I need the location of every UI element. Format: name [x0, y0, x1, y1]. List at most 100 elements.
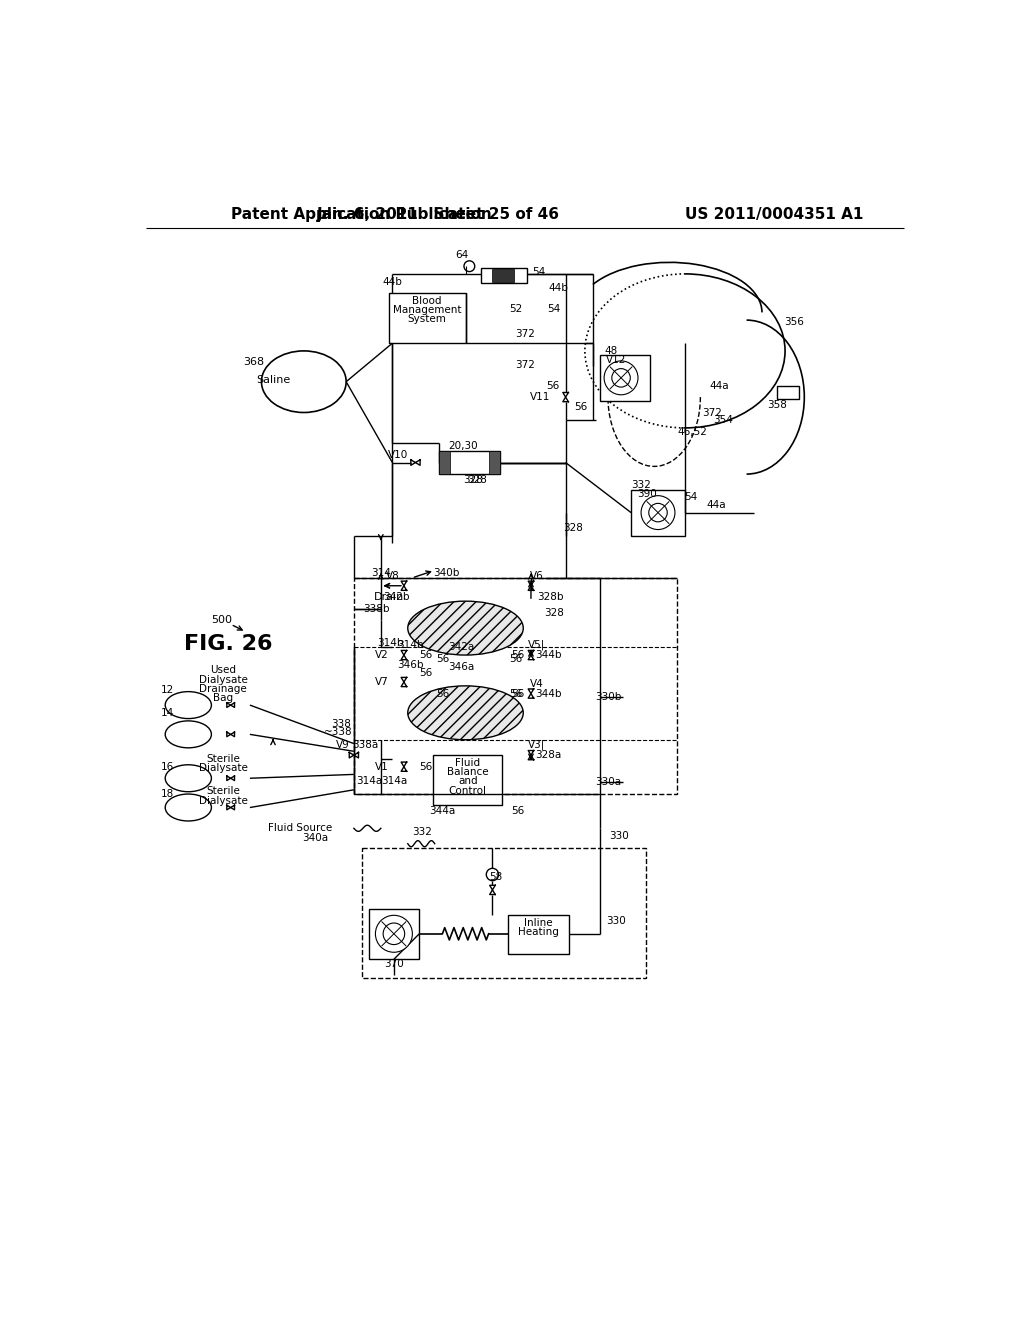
Text: V12: V12	[605, 355, 626, 366]
Text: 46,52: 46,52	[678, 426, 708, 437]
Text: 56: 56	[419, 668, 432, 677]
Text: 346b: 346b	[397, 660, 423, 671]
Text: 372: 372	[516, 360, 536, 370]
Text: Control: Control	[449, 785, 486, 796]
Text: 56: 56	[511, 689, 524, 698]
Ellipse shape	[165, 795, 211, 821]
Text: 20,30: 20,30	[449, 441, 478, 450]
Text: Heating: Heating	[518, 927, 559, 937]
Bar	[370, 909, 419, 960]
Bar	[631, 490, 685, 536]
Ellipse shape	[165, 692, 211, 718]
Text: Dialysate: Dialysate	[199, 675, 248, 685]
Text: 328: 328	[544, 607, 564, 618]
Bar	[493, 268, 514, 281]
Circle shape	[611, 368, 631, 387]
Text: 342a: 342a	[449, 643, 475, 652]
Text: 314b: 314b	[378, 639, 403, 648]
Text: 372: 372	[702, 408, 722, 417]
Text: 338b: 338b	[364, 603, 389, 614]
Text: 368: 368	[243, 358, 264, 367]
Text: Sterile: Sterile	[206, 754, 240, 764]
Bar	[600, 355, 650, 401]
Text: 338: 338	[331, 719, 350, 730]
Bar	[388, 293, 466, 343]
Text: Drainage: Drainage	[199, 684, 247, 694]
Text: 58: 58	[489, 871, 503, 882]
Text: 314a: 314a	[356, 776, 382, 785]
Text: 314b: 314b	[397, 640, 423, 649]
Text: 18: 18	[161, 788, 174, 799]
Text: 354: 354	[714, 416, 733, 425]
Text: 344b: 344b	[536, 649, 562, 660]
Text: Fluid Source: Fluid Source	[268, 824, 332, 833]
Ellipse shape	[408, 601, 523, 655]
Text: 44b: 44b	[548, 282, 568, 293]
Text: Balance: Balance	[447, 767, 488, 777]
Text: 56: 56	[436, 653, 450, 664]
Text: 340b: 340b	[433, 568, 460, 578]
Text: 314a: 314a	[382, 776, 408, 785]
Text: V2: V2	[375, 649, 388, 660]
Text: Patent Application Publication: Patent Application Publication	[230, 207, 492, 222]
Bar	[354, 578, 677, 793]
Text: 330a: 330a	[595, 777, 621, 787]
Text: 358: 358	[767, 400, 787, 409]
Text: 54: 54	[532, 268, 546, 277]
Text: V6: V6	[529, 570, 543, 581]
Text: 56: 56	[511, 807, 524, 816]
Text: V4: V4	[529, 678, 543, 689]
Text: ~338: ~338	[325, 727, 353, 737]
Text: 330: 330	[609, 832, 630, 841]
Circle shape	[641, 495, 675, 529]
Text: V5|: V5|	[527, 640, 545, 651]
Text: 328: 328	[463, 475, 483, 486]
Text: Fluid: Fluid	[456, 758, 480, 768]
Text: 56: 56	[419, 649, 432, 660]
Text: Management: Management	[393, 305, 461, 315]
Text: US 2011/0004351 A1: US 2011/0004351 A1	[685, 207, 863, 222]
Text: 44b: 44b	[382, 277, 402, 286]
Text: 328b: 328b	[537, 593, 563, 602]
Text: V10: V10	[388, 450, 409, 459]
Circle shape	[464, 261, 475, 272]
Text: 56: 56	[436, 689, 450, 698]
Bar	[361, 847, 646, 978]
Ellipse shape	[165, 721, 211, 748]
Text: 330b: 330b	[595, 693, 622, 702]
Bar	[433, 755, 503, 805]
Text: Dialysate: Dialysate	[199, 796, 248, 805]
Text: 338a: 338a	[352, 741, 379, 750]
Text: 44a: 44a	[706, 500, 726, 510]
Text: 54: 54	[684, 492, 697, 502]
Bar	[508, 915, 569, 954]
Text: 56: 56	[511, 649, 524, 660]
Text: V1: V1	[375, 762, 388, 772]
Circle shape	[383, 923, 404, 945]
Text: and: and	[458, 776, 477, 787]
Text: 344b: 344b	[536, 689, 562, 698]
Text: V9: V9	[336, 741, 349, 750]
Text: 328: 328	[563, 523, 584, 533]
Text: V8: V8	[385, 570, 399, 581]
Text: 340a: 340a	[302, 833, 329, 842]
Text: 64: 64	[455, 251, 468, 260]
Text: Jan. 6, 2011   Sheet 25 of 46: Jan. 6, 2011 Sheet 25 of 46	[317, 207, 560, 222]
Text: 52: 52	[509, 305, 522, 314]
Text: 48: 48	[604, 346, 617, 356]
Text: 330: 330	[606, 916, 626, 925]
Circle shape	[486, 869, 499, 880]
Text: 346a: 346a	[449, 661, 475, 672]
Ellipse shape	[165, 764, 211, 792]
Text: V11: V11	[529, 392, 550, 403]
Bar	[481, 268, 527, 284]
Text: V7: V7	[375, 677, 388, 686]
Ellipse shape	[408, 686, 523, 739]
Bar	[438, 451, 451, 474]
Text: 344a: 344a	[429, 807, 456, 816]
Text: 342b: 342b	[383, 593, 410, 602]
Bar	[488, 451, 500, 474]
Text: Drain: Drain	[374, 593, 403, 602]
Text: 500: 500	[211, 615, 232, 626]
Text: FIG. 26: FIG. 26	[184, 634, 273, 653]
